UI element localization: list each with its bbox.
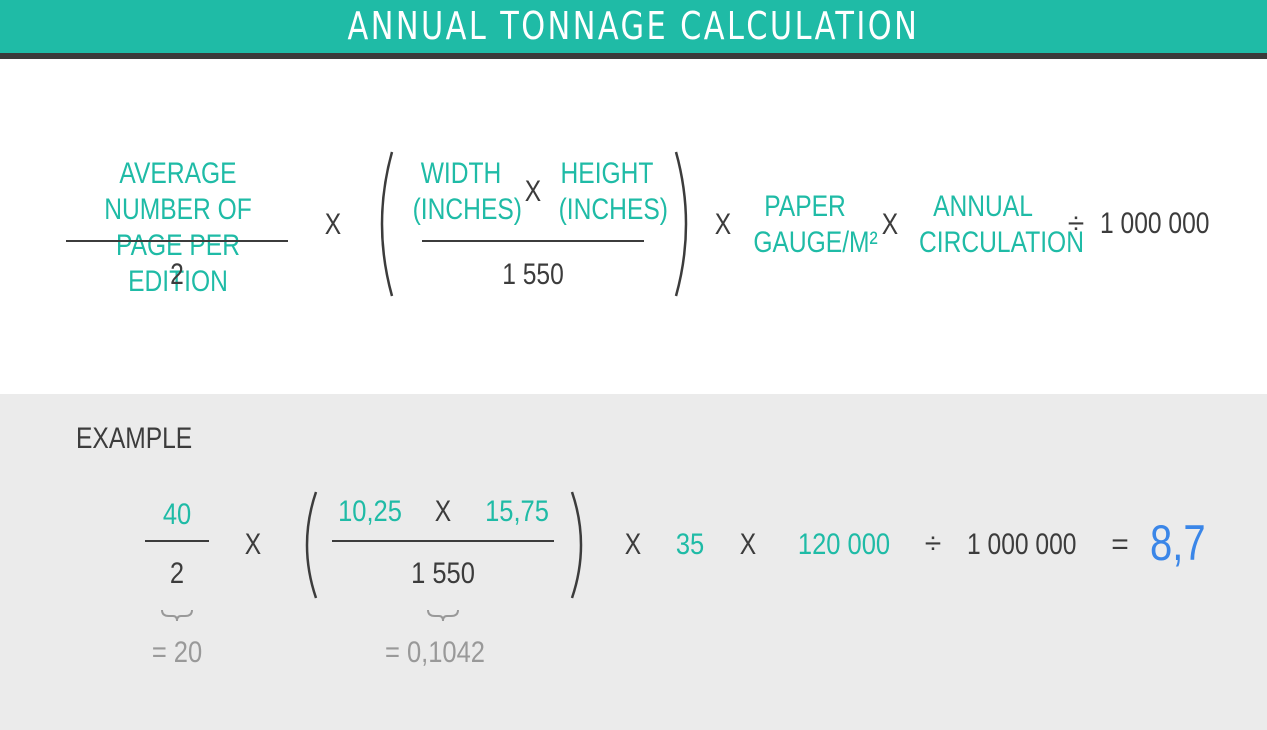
header-underline	[0, 53, 1267, 59]
formula-pages-numerator: AVERAGE NUMBER OF PAGE PER EDITION	[104, 157, 252, 298]
example-paper-gauge: 35	[675, 528, 705, 561]
header-banner	[0, 0, 1267, 53]
example-pages-denominator: 2	[169, 557, 185, 590]
formula-pages-fraction-bar	[66, 240, 288, 242]
formula-height: HEIGHT (INCHES)	[558, 157, 668, 226]
example-result: 8,7	[1150, 515, 1206, 571]
example-equals-sign: =	[1111, 528, 1129, 561]
formula-annual-circulation: ANNUAL CIRCULATION	[919, 190, 1084, 259]
formula-area-denominator: 1 550	[502, 258, 564, 291]
example-width: 10,25	[338, 495, 402, 528]
example-times-1: X	[244, 528, 262, 561]
example-area-denominator: 1 550	[411, 557, 475, 590]
example-divisor: 1 000 000	[967, 528, 1077, 561]
example-left-parenthesis	[305, 491, 318, 599]
formula-paper-gauge: PAPER GAUGE/M²	[753, 190, 878, 259]
example-divide-sign: ÷	[924, 527, 942, 560]
formula-width: WIDTH (INCHES)	[412, 157, 522, 226]
formula-area-fraction-bar	[422, 240, 644, 242]
example-pages-brace-icon	[161, 609, 193, 622]
formula-right-parenthesis	[674, 151, 688, 297]
formula-divisor: 1 000 000	[1100, 207, 1210, 240]
formula-times-inner: X	[524, 175, 542, 208]
formula-left-parenthesis	[380, 151, 394, 297]
formula-times-2: X	[714, 208, 732, 241]
formula-times-3: X	[881, 208, 899, 241]
example-area-fraction-bar	[332, 540, 554, 542]
example-times-2: X	[624, 528, 642, 561]
example-area-result: = 0,1042	[385, 636, 485, 669]
example-area-brace-icon	[427, 609, 459, 622]
example-pages-result: = 20	[151, 636, 203, 669]
formula-pages-denominator: 2	[170, 258, 184, 291]
example-panel	[0, 394, 1267, 730]
example-pages-numerator: 40	[162, 498, 192, 531]
formula-divide-sign: ÷	[1067, 207, 1085, 240]
example-label: EXAMPLE	[76, 422, 193, 455]
example-pages-fraction-bar	[145, 540, 209, 542]
example-height: 15,75	[485, 495, 549, 528]
example-times-3: X	[739, 528, 757, 561]
formula-times-1: X	[324, 208, 342, 241]
example-times-inner: X	[434, 495, 452, 528]
page-title: ANNUAL TONNAGE CALCULATION	[347, 4, 920, 48]
example-annual-circulation: 120 000	[797, 528, 891, 561]
example-right-parenthesis	[570, 491, 583, 599]
